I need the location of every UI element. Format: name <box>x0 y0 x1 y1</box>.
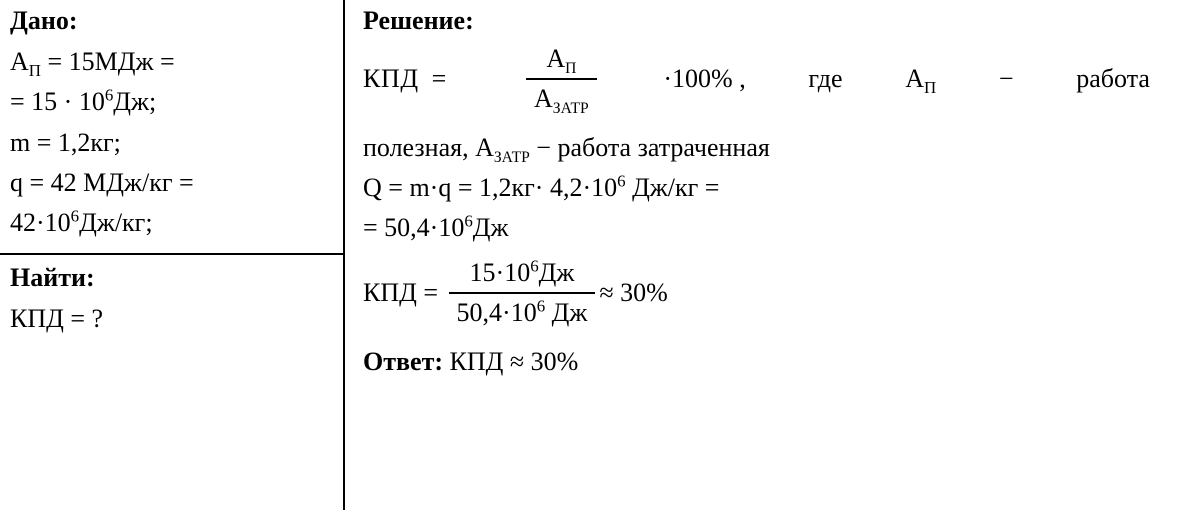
r1-dash: − <box>999 64 1014 94</box>
l1-sub: П <box>29 61 41 80</box>
r2-a: полезная, А <box>363 133 494 162</box>
r1-ap-sub: П <box>924 78 936 97</box>
solution-line-4: = 50,4·106Дж <box>363 208 1150 248</box>
l5-b: Дж/кг; <box>79 208 152 237</box>
r5-den-a: 50,4·10 <box>457 298 537 327</box>
r1-lead: КПД <box>363 64 419 93</box>
r1-ap-a: А <box>905 64 924 93</box>
l5-a: 42·10 <box>10 208 71 237</box>
r5-num-b: Дж <box>539 258 575 287</box>
solution-line-2: полезная, АЗАТР − работа затраченная <box>363 128 1150 168</box>
solution-header: Решение: <box>363 6 1150 36</box>
r1-fraction: АП АЗАТР <box>526 42 597 116</box>
find-block: Найти: КПД = ? <box>0 255 343 349</box>
l2-sup: 6 <box>105 86 113 105</box>
r1-num-sub: П <box>565 60 576 77</box>
r2-b: − работа затраченная <box>530 133 770 162</box>
r1-den-a: А <box>534 84 553 113</box>
r1-num-a: А <box>546 44 565 73</box>
answer-value: КПД ≈ 30% <box>443 347 578 376</box>
r2-sub: ЗАТР <box>494 149 530 166</box>
given-line-1: АП = 15МДж = <box>10 42 333 82</box>
r5-num-sup: 6 <box>530 257 538 276</box>
l1-a: А <box>10 47 29 76</box>
r5-den-b: Дж <box>545 298 587 327</box>
r1-where: где <box>808 64 842 94</box>
r1-eq: = <box>432 64 447 93</box>
r5-approx: ≈ 30% <box>599 278 667 308</box>
r3-b: Дж/кг = <box>626 173 720 202</box>
r4-sup: 6 <box>464 212 472 231</box>
given-header: Дано: <box>10 6 333 36</box>
formula-row-5: КПД = 15·106Дж 50,4·106 Дж ≈ 30% <box>363 256 1150 330</box>
find-line: КПД = ? <box>10 299 333 339</box>
r1-word: работа <box>1076 64 1150 94</box>
r1-mult: ·100% , <box>663 64 745 94</box>
given-line-3: m = 1,2кг; <box>10 123 333 163</box>
r1-den-sub: ЗАТР <box>553 100 589 117</box>
l2-a: = 15 · 10 <box>10 87 105 116</box>
given-block: Дано: АП = 15МДж = = 15 · 106Дж; m = 1,2… <box>0 0 343 255</box>
r3-a: Q = m·q = 1,2кг· 4,2·10 <box>363 173 617 202</box>
r4-a: = 50,4·10 <box>363 213 464 242</box>
answer-line: Ответ: КПД ≈ 30% <box>363 342 1150 382</box>
l1-b: = 15МДж = <box>41 47 175 76</box>
l2-b: Дж; <box>113 87 156 116</box>
r4-b: Дж <box>473 213 509 242</box>
answer-label: Ответ: <box>363 347 443 376</box>
r3-sup: 6 <box>617 171 625 190</box>
r5-fraction: 15·106Дж 50,4·106 Дж <box>449 256 596 330</box>
r5-den-sup: 6 <box>537 297 545 316</box>
l5-sup: 6 <box>71 207 79 226</box>
given-line-2: = 15 · 106Дж; <box>10 82 333 122</box>
given-line-5: 42·106Дж/кг; <box>10 203 333 243</box>
left-column: Дано: АП = 15МДж = = 15 · 106Дж; m = 1,2… <box>0 0 343 510</box>
r5-lead: КПД = <box>363 278 438 308</box>
r5-num-a: 15·10 <box>470 258 531 287</box>
solution-line-3: Q = m·q = 1,2кг· 4,2·106 Дж/кг = <box>363 168 1150 208</box>
solution-column: Решение: КПД = АП АЗАТР ·100% , где АП −… <box>343 0 1150 510</box>
formula-row-1: КПД = АП АЗАТР ·100% , где АП − работа <box>363 42 1150 116</box>
given-line-4: q = 42 МДж/кг = <box>10 163 333 203</box>
find-header: Найти: <box>10 263 333 293</box>
